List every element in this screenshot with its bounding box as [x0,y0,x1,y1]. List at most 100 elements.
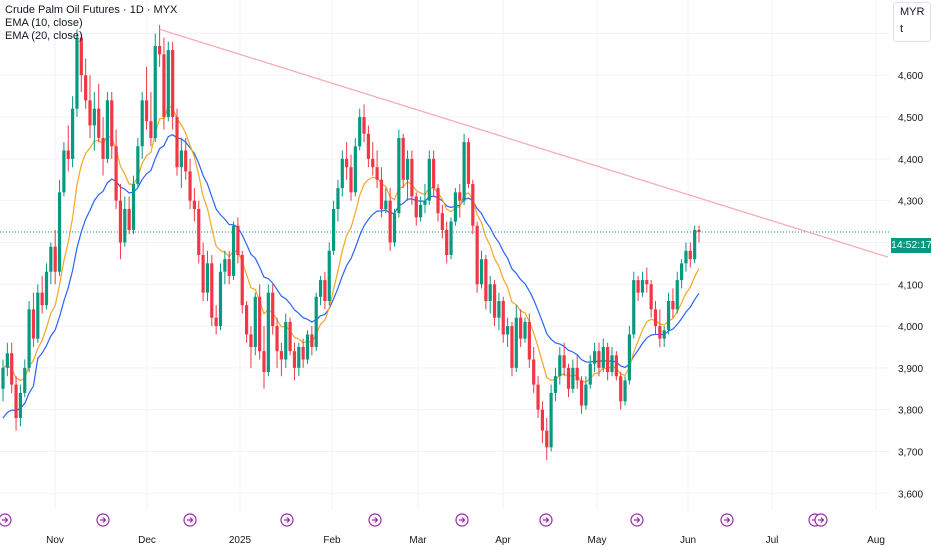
candle-body [253,296,257,347]
candle [14,376,18,431]
currency-unit-selector[interactable]: MYR t [893,2,931,42]
candle [92,91,96,151]
event-marker-icon[interactable] [630,513,644,527]
candle [27,300,31,373]
currency-label[interactable]: MYR [900,6,925,18]
candle [462,133,466,205]
candle-body [375,167,379,180]
candle [97,83,101,143]
candle-body [519,317,523,339]
candle-body [49,246,53,272]
candle [188,158,192,210]
candles [1,25,701,460]
candle-body [75,37,79,109]
candle-body [192,200,196,210]
candle [184,137,188,180]
candle-body [532,359,536,385]
event-marker-icon[interactable] [814,513,828,527]
candle-body [97,108,101,138]
candle [379,167,384,218]
candle [479,250,484,289]
candle-body [231,225,236,276]
candle-body [392,213,397,243]
candle [205,250,210,301]
candle-body [636,280,640,293]
y-tick-label: 4,400 [898,155,923,166]
candle-body [593,351,597,364]
x-tick-label: Mar [409,535,427,546]
candle-body [323,280,327,301]
x-tick-label: Jul [766,535,779,546]
candle [136,137,140,189]
candle [71,96,75,168]
candle [558,346,562,385]
x-tick-label: Apr [495,535,511,546]
x-tick-label: Dec [138,535,156,546]
candle-body [345,158,349,168]
event-marker-icon[interactable] [96,513,110,527]
candle [36,284,40,343]
candle-body [366,133,370,159]
candle-body [223,259,227,272]
x-tick-label: May [588,535,607,546]
candle [358,108,362,151]
candle [436,183,440,222]
candle [201,242,205,301]
candle [336,179,340,222]
candle [388,188,392,251]
event-marker-icon[interactable] [0,513,12,527]
event-marker-icon[interactable] [539,513,553,527]
y-tick-label: 3,900 [898,364,923,375]
candle [523,317,527,343]
candle-body [340,158,344,189]
candle [458,183,462,218]
candle [623,376,627,406]
candle-body [275,326,279,352]
candle-body [558,355,562,377]
x-tick-label: Jun [680,535,696,546]
unit-label[interactable]: t [900,23,904,35]
candle-body [697,229,701,233]
candle [593,342,597,373]
candle [671,288,675,318]
x-tick-label: Nov [46,535,64,546]
candle-body [545,430,549,448]
candle [584,376,588,410]
candle [62,142,66,197]
candle [445,221,449,264]
candle-body [79,37,83,76]
candle-body [53,246,57,272]
candle [606,342,610,381]
candle [18,384,22,427]
candle [131,175,136,235]
candle [653,300,658,335]
candle-body [536,384,540,410]
event-marker-icon[interactable] [368,513,382,527]
candle [501,296,505,343]
candle [427,150,431,205]
y-tick-label: 4,500 [898,113,923,124]
event-marker-icon[interactable] [280,513,294,527]
candle-body [405,158,410,180]
event-marker-icon[interactable] [455,513,469,527]
candle-body [388,200,392,243]
candle [236,217,240,264]
candle-body [158,45,162,55]
candle-body [310,334,314,347]
candle-body [110,100,114,147]
candle-body [279,351,283,360]
candle-body [453,192,457,222]
candle [323,271,327,310]
candle-body [658,326,662,339]
candle [680,259,684,289]
y-tick-label: 4,300 [898,197,923,208]
event-marker-icon[interactable] [183,513,197,527]
candle-body [514,317,518,368]
candle-body [619,376,623,402]
candle [688,242,692,268]
candle-body [227,259,231,276]
x-tick-label: Feb [323,535,341,546]
event-marker-icon[interactable] [720,513,734,527]
candle-body [510,326,514,368]
